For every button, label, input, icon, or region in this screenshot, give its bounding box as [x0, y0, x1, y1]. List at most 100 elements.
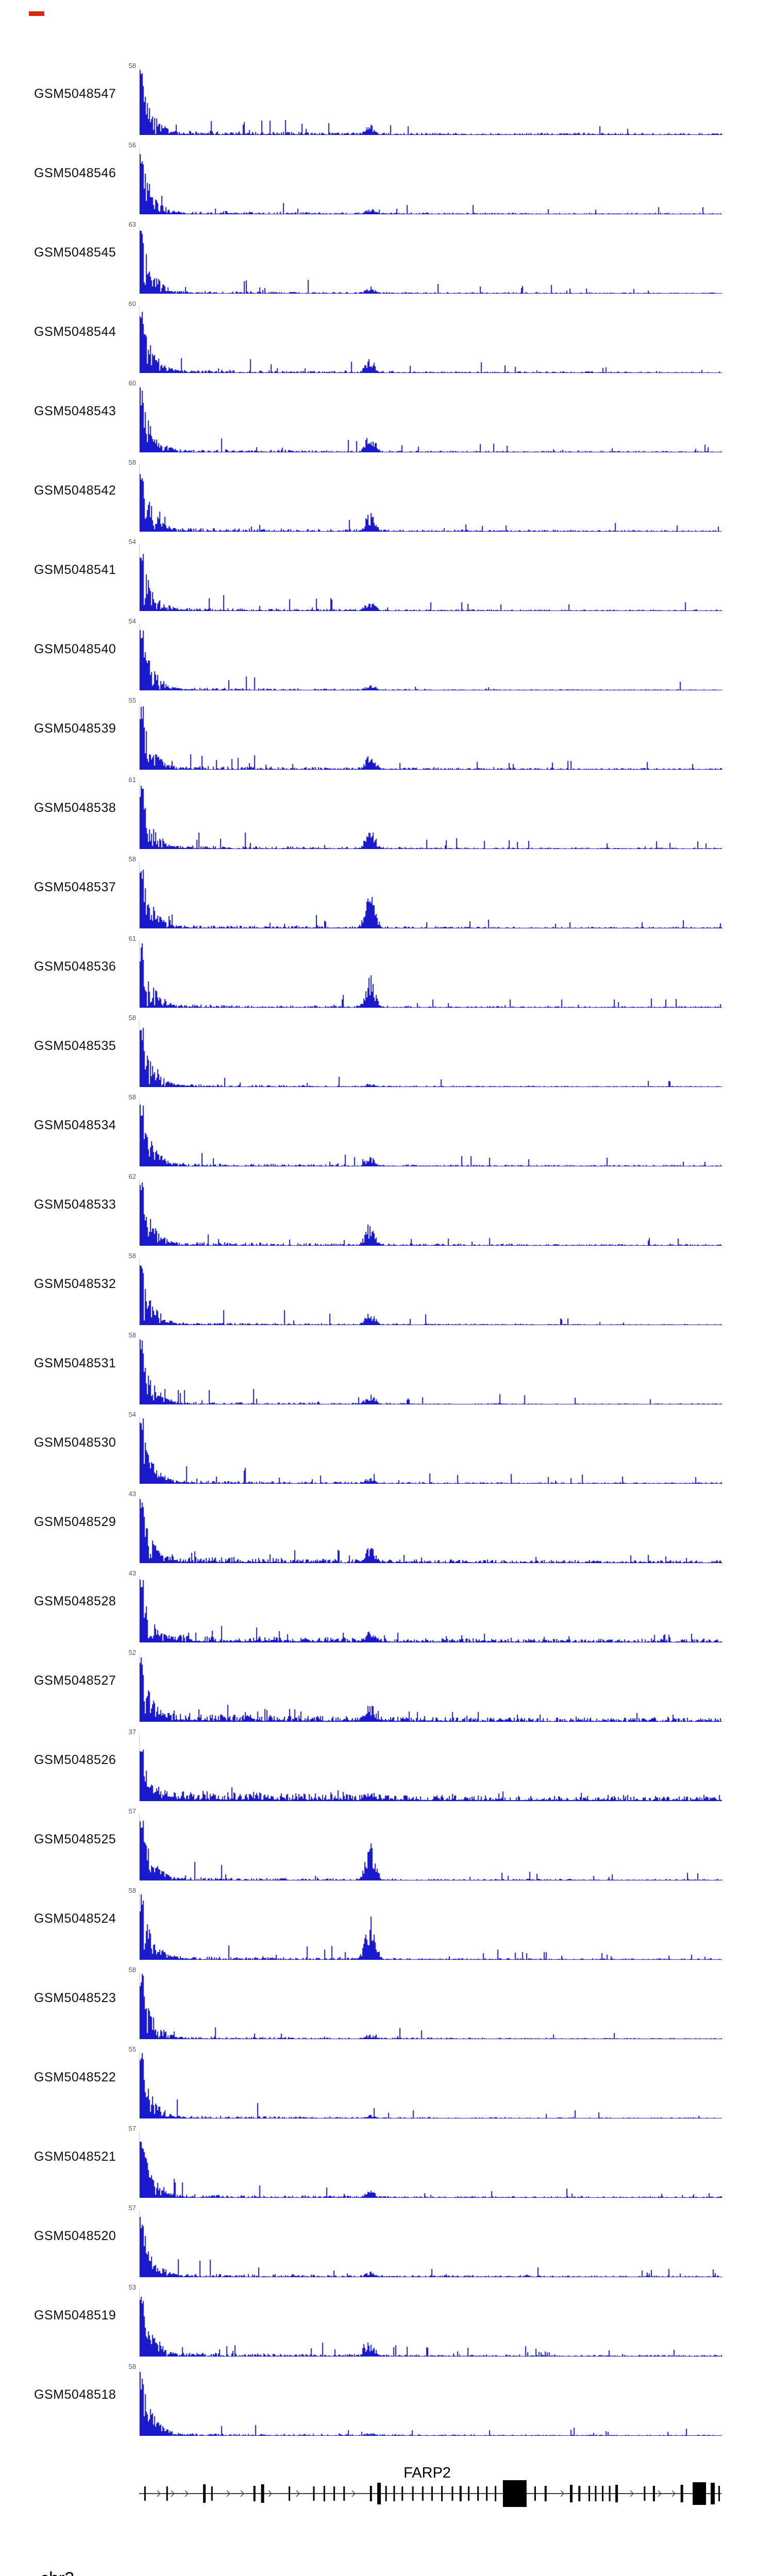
track-ymax-label: 37	[128, 1728, 136, 1736]
track-ymax-label: 53	[128, 2283, 136, 2291]
track-sample-label: GSM5048530	[34, 1435, 116, 1450]
signal-track: GSM5048531 58	[0, 1330, 773, 1410]
signal-track: GSM5048521 57	[0, 2124, 773, 2203]
gene-exon	[401, 2486, 404, 2501]
gene-exon	[534, 2486, 536, 2501]
track-ymax-label: 57	[128, 2125, 136, 2132]
track-plot-area	[139, 861, 722, 928]
top-left-red-marker	[29, 11, 44, 16]
track-sample-label: GSM5048521	[34, 2149, 116, 2164]
coverage-signal-plot	[140, 623, 722, 690]
gene-exon	[369, 2486, 372, 2501]
track-sample-label: GSM5048522	[34, 2070, 116, 2084]
coverage-signal-plot	[140, 465, 722, 532]
track-ymax-label: 58	[128, 855, 136, 863]
signal-track: GSM5048545 63	[0, 219, 773, 299]
track-ymax-label: 43	[128, 1490, 136, 1498]
coverage-signal-plot	[140, 68, 722, 135]
track-sample-label: GSM5048540	[34, 642, 116, 656]
track-ymax-label: 54	[128, 617, 136, 625]
coverage-signal-plot	[140, 941, 722, 1008]
gene-exon	[459, 2486, 462, 2501]
gene-exon	[652, 2486, 655, 2501]
coverage-signal-plot	[140, 227, 722, 294]
strand-arrow-icon	[351, 2490, 356, 2497]
track-ymax-label: 58	[128, 1014, 136, 1022]
track-plot-area	[139, 941, 722, 1008]
track-sample-label: GSM5048526	[34, 1753, 116, 1767]
coverage-signal-plot	[140, 1893, 722, 1960]
signal-track: GSM5048541 54	[0, 537, 773, 616]
signal-track: GSM5048518 58	[0, 2362, 773, 2441]
signal-track: GSM5048539 55	[0, 696, 773, 775]
signal-track: GSM5048535 58	[0, 1013, 773, 1092]
track-ymax-label: 58	[128, 1966, 136, 1974]
coverage-signal-plot	[140, 1734, 722, 1801]
coverage-signal-plot	[140, 306, 722, 373]
track-plot-area	[139, 1734, 722, 1801]
track-plot-area	[139, 782, 722, 849]
track-plot-area	[139, 1893, 722, 1960]
gene-exon	[601, 2486, 603, 2501]
track-plot-area	[139, 1655, 722, 1722]
gene-exon	[644, 2486, 646, 2501]
track-ymax-label: 55	[128, 2045, 136, 2053]
track-ymax-label: 58	[128, 62, 136, 70]
signal-track: GSM5048538 61	[0, 775, 773, 854]
track-sample-label: GSM5048523	[34, 1991, 116, 2005]
track-plot-area	[139, 2131, 722, 2198]
track-sample-label: GSM5048535	[34, 1039, 116, 1053]
track-plot-area	[139, 68, 722, 135]
coverage-signal-plot	[140, 1972, 722, 2039]
signal-track: GSM5048537 58	[0, 854, 773, 934]
coverage-signal-plot	[140, 385, 722, 452]
track-ymax-label: 52	[128, 1649, 136, 1656]
gene-exon	[588, 2486, 590, 2501]
track-ymax-label: 60	[128, 300, 136, 308]
gene-model-track	[139, 2480, 721, 2507]
track-plot-area	[139, 1099, 722, 1166]
track-sample-label: GSM5048547	[34, 87, 116, 101]
signal-track: GSM5048528 43	[0, 1568, 773, 1648]
signal-track: GSM5048534 58	[0, 1092, 773, 1172]
gene-exon	[203, 2484, 206, 2503]
track-ymax-label: 55	[128, 697, 136, 704]
track-plot-area	[139, 1575, 722, 1642]
gene-exon	[333, 2486, 335, 2501]
track-sample-label: GSM5048524	[34, 1911, 116, 1926]
gene-exon	[393, 2486, 395, 2501]
gene-exon	[343, 2486, 345, 2501]
coverage-signal-plot	[140, 1814, 722, 1880]
track-ymax-label: 58	[128, 1252, 136, 1260]
coverage-signal-plot	[140, 544, 722, 611]
strand-arrow-icon	[184, 2490, 189, 2497]
gene-exon	[477, 2486, 479, 2501]
track-plot-area	[139, 2210, 722, 2277]
strand-arrow-icon	[171, 2490, 175, 2497]
gene-exon	[253, 2486, 256, 2501]
track-ymax-label: 60	[128, 379, 136, 387]
coverage-signal-plot	[140, 147, 722, 214]
signal-track: GSM5048529 43	[0, 1489, 773, 1568]
track-sample-label: GSM5048529	[34, 1515, 116, 1529]
coverage-signal-plot	[140, 1655, 722, 1722]
gene-exon	[468, 2486, 470, 2501]
gene-exon	[451, 2486, 453, 2501]
strand-arrow-icon	[630, 2490, 634, 2497]
gene-exon	[313, 2486, 315, 2501]
track-sample-label: GSM5048539	[34, 721, 116, 736]
gene-exon	[544, 2486, 547, 2501]
gene-exon	[323, 2486, 325, 2501]
signal-track: GSM5048542 58	[0, 457, 773, 537]
track-ymax-label: 58	[128, 2363, 136, 2370]
gene-exon	[377, 2483, 381, 2504]
gene-exon	[412, 2486, 414, 2501]
gene-exon	[144, 2486, 146, 2501]
gene-exon	[693, 2482, 707, 2505]
gene-exon	[261, 2484, 264, 2503]
track-ymax-label: 61	[128, 935, 136, 942]
coverage-signal-plot	[140, 782, 722, 849]
track-sample-label: GSM5048538	[34, 801, 116, 815]
gene-exon	[289, 2486, 291, 2501]
strand-arrow-icon	[658, 2490, 662, 2497]
